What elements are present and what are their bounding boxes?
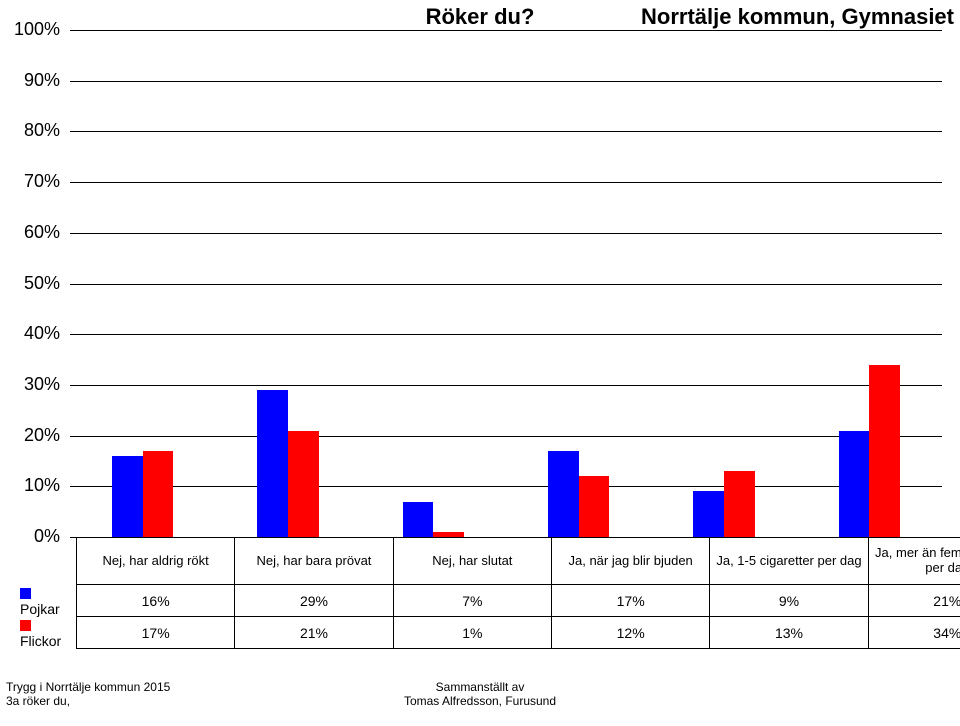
legend-text: Flickor <box>20 633 61 649</box>
bar-pojkar <box>839 431 870 537</box>
page: { "title": "Röker du?", "subtitle": "Nor… <box>0 0 960 726</box>
table-cell: 34% <box>868 617 960 649</box>
footer-mid: Sammanställt av Tomas Alfredsson, Furusu… <box>0 680 960 708</box>
grid-line <box>70 30 942 31</box>
table-cell: 17% <box>551 585 709 617</box>
y-tick-label: 40% <box>0 323 60 344</box>
table-cell: 17% <box>77 617 235 649</box>
bar-pojkar <box>403 502 434 537</box>
grid-line <box>70 81 942 82</box>
table-col-header: Nej, har aldrig rökt <box>77 538 235 585</box>
table-cell: 1% <box>393 617 551 649</box>
bar-pojkar <box>548 451 579 537</box>
bar-flickor <box>869 365 900 537</box>
table-cell: 21% <box>235 617 393 649</box>
legend-swatch-flickor <box>20 620 31 631</box>
table-col-header: Ja, när jag blir bjuden <box>551 538 709 585</box>
grid-line <box>70 233 942 234</box>
y-tick-label: 30% <box>0 374 60 395</box>
y-tick-label: 60% <box>0 222 60 243</box>
y-tick-label: 80% <box>0 120 60 141</box>
bar-pojkar <box>693 491 724 537</box>
table-cell: 16% <box>77 585 235 617</box>
legend-text: Pojkar <box>20 601 60 617</box>
table-corner <box>14 538 77 585</box>
grid-line <box>70 486 942 487</box>
table-col-header: Nej, har slutat <box>393 538 551 585</box>
grid-line <box>70 334 942 335</box>
footer-mid-line2: Tomas Alfredsson, Furusund <box>0 694 960 708</box>
y-tick-label: 50% <box>0 273 60 294</box>
table-cell: 29% <box>235 585 393 617</box>
y-tick-label: 10% <box>0 475 60 496</box>
bar-flickor <box>579 476 610 537</box>
footer-mid-line1: Sammanställt av <box>0 680 960 694</box>
table-cell: 13% <box>710 617 868 649</box>
series-label-pojkar: Pojkar <box>14 585 77 617</box>
table-col-header: Nej, har bara prövat <box>235 538 393 585</box>
grid-line <box>70 436 942 437</box>
grid-line <box>70 284 942 285</box>
legend-swatch-pojkar <box>20 588 31 599</box>
table-cell: 12% <box>551 617 709 649</box>
bar-pojkar <box>112 456 143 537</box>
bar-flickor <box>143 451 174 537</box>
table-cell: 21% <box>868 585 960 617</box>
series-label-flickor: Flickor <box>14 617 77 649</box>
data-table: Nej, har aldrig röktNej, har bara prövat… <box>14 537 960 649</box>
plot-area <box>70 30 942 537</box>
grid-line <box>70 182 942 183</box>
grid-line <box>70 385 942 386</box>
table-col-header: Ja, 1-5 cigaretter per dag <box>710 538 868 585</box>
grid-line <box>70 131 942 132</box>
bar-pojkar <box>257 390 288 537</box>
y-tick-label: 20% <box>0 425 60 446</box>
y-tick-label: 90% <box>0 70 60 91</box>
bar-flickor <box>288 431 319 537</box>
bar-flickor <box>724 471 755 537</box>
table-cell: 7% <box>393 585 551 617</box>
chart-subtitle: Norrtälje kommun, Gymnasiet <box>641 4 954 30</box>
table-cell: 9% <box>710 585 868 617</box>
y-tick-label: 70% <box>0 171 60 192</box>
table-col-header: Ja, mer än fem cigaretter per dag <box>868 538 960 585</box>
y-tick-label: 100% <box>0 19 60 40</box>
